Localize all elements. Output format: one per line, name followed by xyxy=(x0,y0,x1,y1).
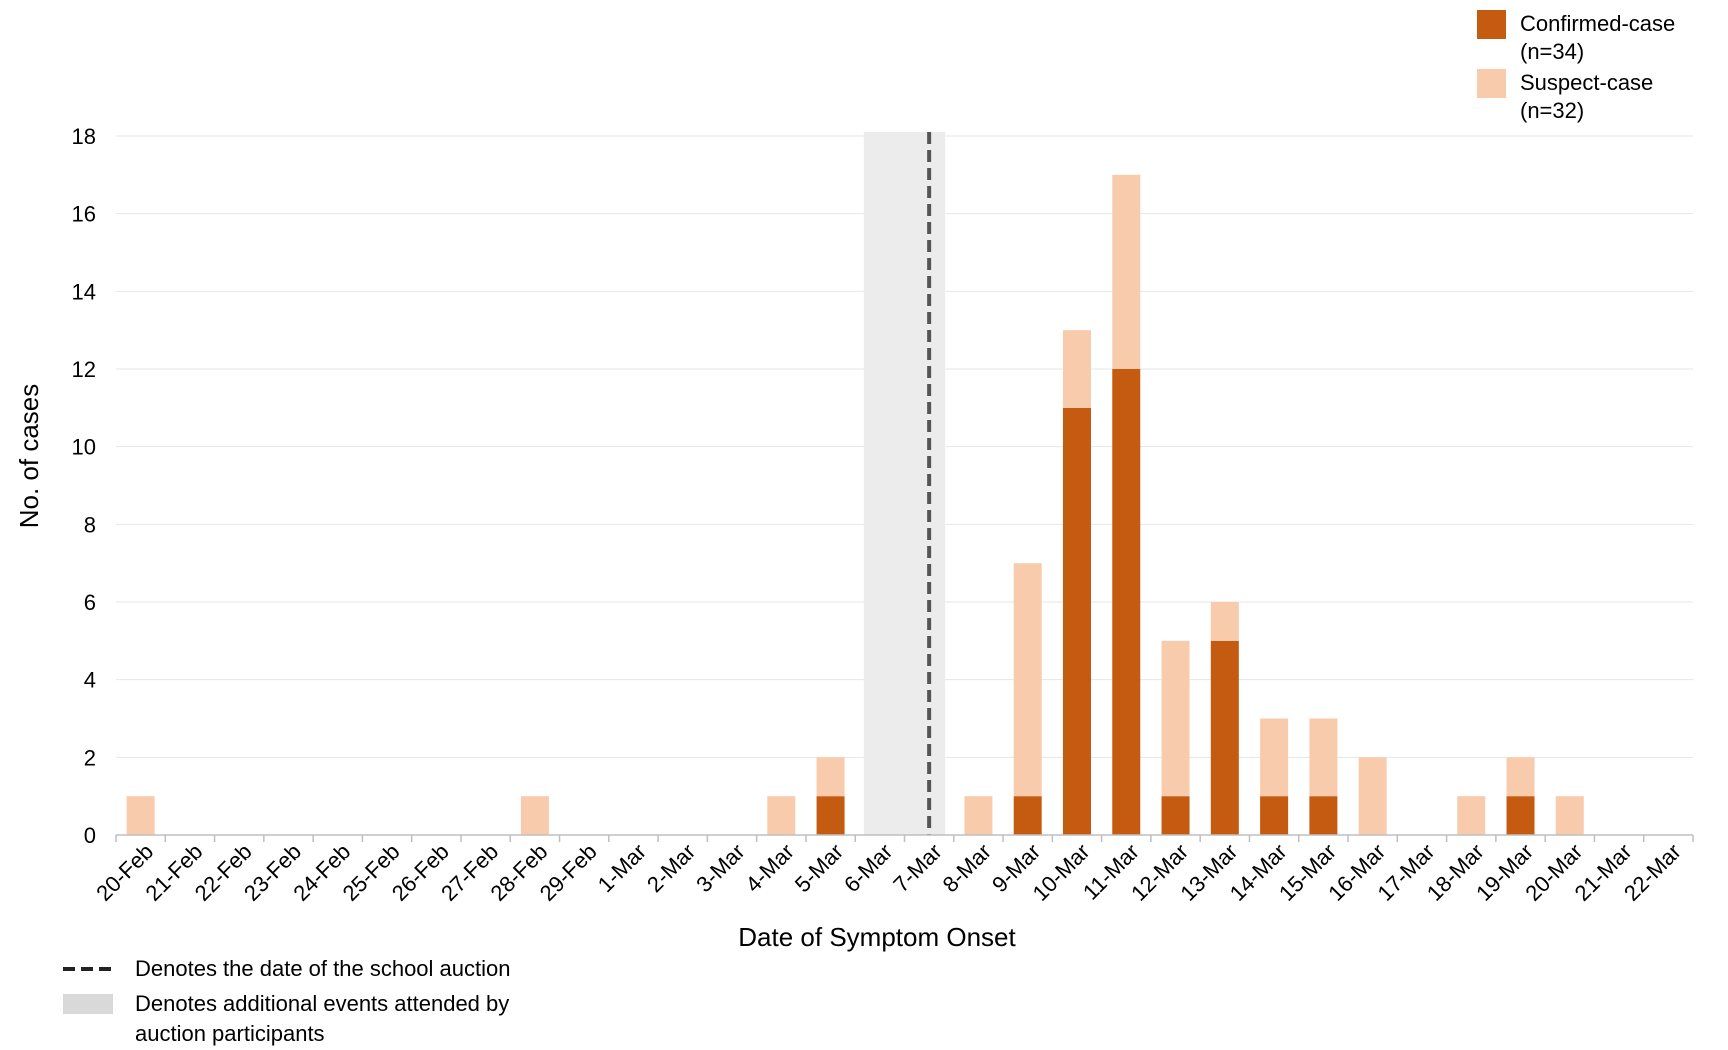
y-tick-label: 18 xyxy=(72,124,96,149)
legend: Confirmed-case (n=34) Suspect-case (n=32… xyxy=(1477,10,1675,123)
y-tick-label: 8 xyxy=(84,512,96,537)
bar-suspect-20-Mar xyxy=(1555,796,1584,835)
y-tick-label: 10 xyxy=(72,435,96,460)
bar-suspect-13-Mar xyxy=(1210,602,1239,641)
annotation-auction-text: Denotes the date of the school auction xyxy=(135,956,510,981)
bar-confirmed-19-Mar xyxy=(1506,796,1535,835)
bar-suspect-8-Mar xyxy=(964,796,993,835)
x-tick-label: 2-Mar xyxy=(642,839,700,897)
annotation-events-text-line1: Denotes additional events attended by xyxy=(135,991,509,1016)
y-tick-labels: 0 2 4 6 8 10 12 14 16 18 xyxy=(72,124,96,848)
bar-confirmed-10-Mar xyxy=(1062,407,1091,835)
x-axis-title: Date of Symptom Onset xyxy=(738,922,1016,952)
x-tick-label: 10-Mar xyxy=(1028,839,1095,906)
x-tick-label: 5-Mar xyxy=(790,839,848,897)
bar-suspect-12-Mar xyxy=(1161,640,1190,797)
bar-suspect-28-Feb xyxy=(520,796,549,835)
y-tick-label: 16 xyxy=(72,202,96,227)
shaded-region xyxy=(863,132,946,835)
bar-suspect-19-Mar xyxy=(1506,757,1535,797)
legend-label-suspect: Suspect-case xyxy=(1520,70,1653,95)
legend-count-confirmed: (n=34) xyxy=(1520,39,1584,64)
bar-suspect-14-Mar xyxy=(1260,718,1289,797)
bar-suspect-18-Mar xyxy=(1457,796,1486,835)
bar-suspect-16-Mar xyxy=(1358,757,1387,835)
x-tick-labels: 20-Feb21-Feb22-Feb23-Feb24-Feb25-Feb26-F… xyxy=(91,839,1686,906)
bar-suspect-5-Mar xyxy=(816,757,845,797)
axes xyxy=(115,834,1694,842)
x-tick-label: 3-Mar xyxy=(691,839,749,897)
bar-confirmed-13-Mar xyxy=(1210,640,1239,835)
x-tick-label: 6-Mar xyxy=(839,839,897,897)
bar-confirmed-9-Mar xyxy=(1013,796,1042,835)
y-tick-label: 6 xyxy=(84,590,96,615)
y-tick-label: 12 xyxy=(72,357,96,382)
gray-box-key-icon xyxy=(63,994,113,1014)
shaded-event-region xyxy=(863,132,946,835)
y-tick-label: 4 xyxy=(84,668,96,693)
bar-suspect-11-Mar xyxy=(1112,174,1141,369)
bars xyxy=(126,174,1584,835)
x-tick-label: 7-Mar xyxy=(888,839,946,897)
y-tick-label: 14 xyxy=(72,279,96,304)
bar-confirmed-12-Mar xyxy=(1161,796,1190,835)
annotation-key: Denotes the date of the school auction D… xyxy=(63,956,510,1046)
x-tick-label: 22-Mar xyxy=(1619,839,1686,906)
bar-suspect-10-Mar xyxy=(1062,330,1091,408)
bar-confirmed-5-Mar xyxy=(816,796,845,835)
bar-confirmed-11-Mar xyxy=(1112,369,1141,835)
bar-suspect-9-Mar xyxy=(1013,563,1042,797)
bar-suspect-4-Mar xyxy=(767,796,796,835)
bar-confirmed-14-Mar xyxy=(1260,796,1289,835)
bar-suspect-15-Mar xyxy=(1309,718,1338,797)
x-tick-label: 4-Mar xyxy=(741,839,799,897)
y-tick-label: 0 xyxy=(84,823,96,848)
bar-confirmed-15-Mar xyxy=(1309,796,1338,835)
x-tick-label: 8-Mar xyxy=(938,839,996,897)
annotation-events-text-line2: auction participants xyxy=(135,1021,325,1046)
y-axis-title: No. of cases xyxy=(14,384,44,529)
legend-swatch-confirmed xyxy=(1477,10,1506,39)
bar-suspect-20-Feb xyxy=(126,796,155,835)
x-tick-label: 1-Mar xyxy=(593,839,651,897)
legend-count-suspect: (n=32) xyxy=(1520,98,1584,123)
y-tick-label: 2 xyxy=(84,745,96,770)
legend-swatch-suspect xyxy=(1477,69,1506,98)
legend-label-confirmed: Confirmed-case xyxy=(1520,11,1675,36)
